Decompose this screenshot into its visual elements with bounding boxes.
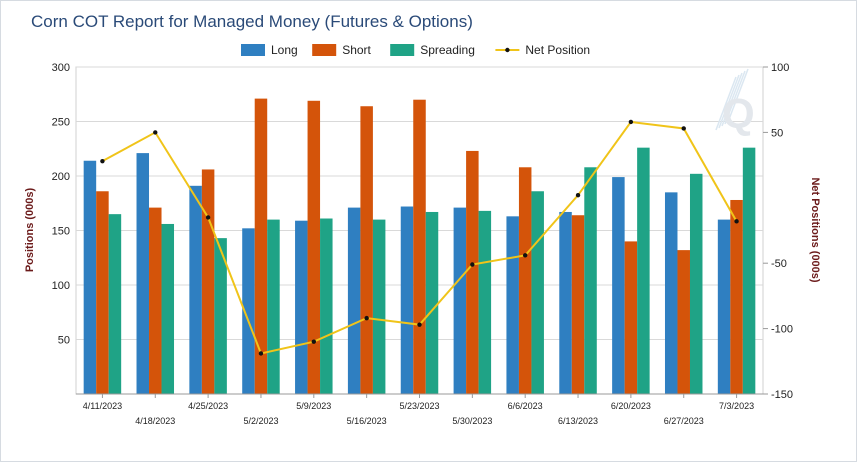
- bar-short: [624, 241, 638, 394]
- x-tick-label: 6/27/2023: [664, 416, 704, 426]
- bar-short: [254, 98, 268, 395]
- bar-spreading: [478, 210, 492, 394]
- x-tick-label: 7/3/2023: [719, 401, 754, 411]
- bar-spreading: [425, 211, 439, 394]
- x-tick-label: 5/30/2023: [452, 416, 492, 426]
- net-position-point: [417, 322, 422, 327]
- bar-long: [664, 192, 678, 394]
- y2-tick-label: 100: [771, 62, 789, 74]
- bar-spreading: [108, 214, 122, 394]
- bar-long: [612, 177, 625, 394]
- watermark-stroke: [727, 68, 749, 123]
- y2-tick-label: 50: [771, 127, 783, 139]
- bars: [83, 98, 756, 395]
- watermark-logo: Q: [715, 68, 755, 137]
- bar-spreading: [689, 173, 703, 394]
- watermark-stroke: [724, 70, 746, 125]
- bar-short: [466, 150, 479, 394]
- x-tick-label: 4/11/2023: [83, 401, 122, 411]
- net-position-point: [100, 158, 105, 164]
- net-position-point: [311, 339, 317, 344]
- bar-spreading: [637, 147, 650, 394]
- watermark-stroke: [718, 74, 740, 129]
- y-tick-label: 150: [52, 226, 70, 238]
- watermark-stroke: [715, 76, 737, 131]
- bar-long: [242, 228, 255, 394]
- bar-long: [453, 207, 467, 394]
- bar-long: [717, 219, 731, 394]
- legend-label: Long: [271, 43, 298, 57]
- y-tick-label: 300: [52, 62, 70, 74]
- x-tick-label: 5/9/2023: [296, 401, 331, 411]
- y2-tick-label: -100: [771, 324, 793, 336]
- x-tick-label: 5/23/2023: [399, 401, 439, 411]
- bar-short: [360, 106, 373, 395]
- net-position-point: [205, 215, 211, 220]
- y2-axis-label: Net Positions (000s): [809, 177, 821, 282]
- bar-short: [677, 250, 690, 394]
- x-tick-label: 5/2/2023: [243, 416, 278, 426]
- bar-spreading: [372, 219, 386, 394]
- net-position-point: [364, 315, 369, 321]
- x-tick-label: 5/16/2023: [347, 416, 387, 426]
- net-position-point: [575, 192, 581, 198]
- bar-long: [400, 206, 414, 394]
- bar-spreading: [267, 219, 280, 394]
- legend: Long Short Spreading Net Position: [241, 43, 590, 57]
- bar-short: [571, 215, 585, 394]
- net-position-point: [258, 351, 264, 356]
- net-position-point: [681, 126, 686, 131]
- bar-long: [559, 211, 572, 394]
- legend-label: Spreading: [420, 43, 475, 57]
- bar-long: [295, 220, 308, 394]
- axes: 50 100 150 200 250 300 -150 -100 -50 50 100 4/11/20…: [52, 62, 793, 426]
- legend-swatch: [241, 44, 265, 56]
- x-tick-label: 4/18/2023: [135, 416, 175, 426]
- bar-spreading: [214, 238, 227, 394]
- y2-tick-label: -150: [771, 389, 793, 401]
- bar-spreading: [584, 167, 597, 394]
- y-tick-label: 50: [58, 335, 70, 347]
- watermark-stroke: [721, 72, 743, 127]
- legend-swatch: [312, 44, 337, 56]
- x-tick-label: 6/13/2023: [558, 416, 598, 426]
- x-tick-label: 4/25/2023: [188, 401, 228, 411]
- net-position-point: [470, 262, 475, 267]
- net-position-point: [522, 253, 528, 258]
- x-tick-label: 6/20/2023: [611, 401, 651, 411]
- net-position-point: [734, 219, 739, 224]
- legend-label: Short: [342, 43, 371, 57]
- y-tick-label: 200: [52, 171, 70, 183]
- bar-short: [730, 199, 743, 394]
- chart-title: Corn COT Report for Managed Money (Futur…: [31, 12, 473, 31]
- bar-spreading: [161, 223, 175, 394]
- y2-tick-label: -50: [771, 258, 787, 270]
- bar-spreading: [531, 191, 544, 394]
- y-tick-label: 250: [52, 117, 70, 129]
- net-position-point: [153, 130, 158, 135]
- y-axis-label: Positions (000s): [24, 187, 36, 272]
- bar-long: [506, 216, 519, 394]
- bar-short: [307, 100, 321, 394]
- x-tick-label: 6/6/2023: [508, 401, 543, 411]
- bar-short: [518, 167, 532, 394]
- bar-short: [201, 169, 215, 394]
- net-position-point: [628, 119, 634, 125]
- legend-label: Net Position: [525, 43, 590, 57]
- bar-short: [96, 191, 109, 394]
- watermark-letter: Q: [722, 90, 755, 137]
- bar-long: [347, 207, 361, 394]
- bar-short: [149, 207, 162, 394]
- bar-short: [413, 99, 426, 394]
- legend-swatch: [390, 44, 415, 56]
- bar-spreading: [742, 147, 756, 394]
- legend-marker: [505, 47, 510, 53]
- bar-long: [189, 185, 202, 394]
- y-tick-label: 100: [52, 280, 70, 292]
- bar-long: [83, 160, 97, 394]
- net-position-line: [100, 119, 739, 356]
- bar-spreading: [320, 218, 333, 394]
- bar-long: [136, 153, 150, 394]
